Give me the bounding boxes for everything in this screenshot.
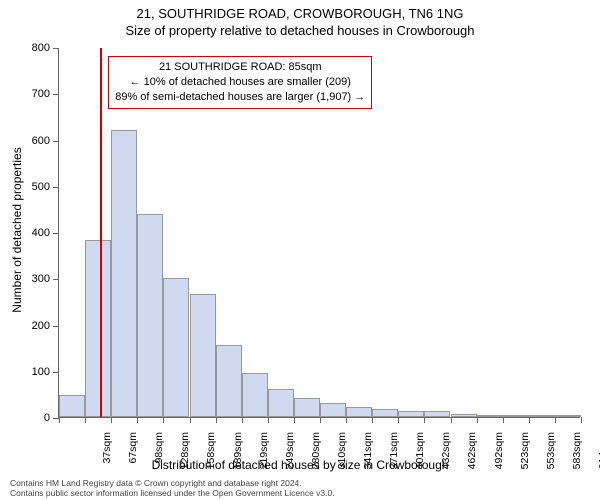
x-tick bbox=[503, 417, 504, 423]
y-tick-label: 100 bbox=[10, 366, 50, 378]
y-tick-label: 500 bbox=[10, 181, 50, 193]
x-tick bbox=[477, 417, 478, 423]
y-tick-label: 300 bbox=[10, 273, 50, 285]
x-tick-label: 219sqm bbox=[258, 432, 270, 482]
annotation-line1: 21 SOUTHRIDGE ROAD: 85sqm bbox=[115, 60, 365, 75]
footer-line1: Contains HM Land Registry data © Crown c… bbox=[10, 478, 600, 488]
x-tick-label: 67sqm bbox=[127, 432, 139, 482]
property-marker-line bbox=[100, 48, 102, 417]
footer-line2: Contains public sector information licen… bbox=[10, 488, 600, 498]
histogram-bar bbox=[477, 415, 503, 417]
x-tick bbox=[320, 417, 321, 423]
x-tick bbox=[242, 417, 243, 423]
x-tick-label: 371sqm bbox=[388, 432, 400, 482]
x-tick-label: 492sqm bbox=[493, 432, 505, 482]
x-tick-label: 341sqm bbox=[362, 432, 374, 482]
x-tick-label: 249sqm bbox=[284, 432, 296, 482]
x-tick-label: 310sqm bbox=[336, 432, 348, 482]
x-tick bbox=[111, 417, 112, 423]
annotation-line3: 89% of semi-detached houses are larger (… bbox=[115, 90, 365, 105]
x-tick-label: 553sqm bbox=[545, 432, 557, 482]
x-tick bbox=[346, 417, 347, 423]
histogram-bar bbox=[372, 409, 398, 417]
y-tick-label: 200 bbox=[10, 320, 50, 332]
x-tick-label: 189sqm bbox=[232, 432, 244, 482]
histogram-bar bbox=[137, 214, 163, 418]
x-axis-label: Distribution of detached houses by size … bbox=[0, 458, 600, 472]
y-tick-label: 400 bbox=[10, 227, 50, 239]
histogram-bar bbox=[294, 398, 320, 417]
y-tick bbox=[53, 233, 59, 234]
y-tick-label: 700 bbox=[10, 88, 50, 100]
y-tick-label: 0 bbox=[10, 412, 50, 424]
histogram-bar bbox=[398, 411, 424, 417]
x-tick bbox=[294, 417, 295, 423]
histogram-bar bbox=[451, 414, 477, 417]
chart-container: 21, SOUTHRIDGE ROAD, CROWBOROUGH, TN6 1N… bbox=[0, 0, 600, 500]
histogram-bar bbox=[320, 403, 346, 417]
x-tick bbox=[216, 417, 217, 423]
plot-area: 010020030040050060070080037sqm67sqm98sqm… bbox=[58, 48, 580, 418]
histogram-bar bbox=[85, 240, 111, 417]
x-tick bbox=[398, 417, 399, 423]
plot-area-wrap: 010020030040050060070080037sqm67sqm98sqm… bbox=[58, 48, 580, 418]
x-tick bbox=[555, 417, 556, 423]
chart-title-line2: Size of property relative to detached ho… bbox=[0, 21, 600, 38]
histogram-bar bbox=[503, 415, 529, 417]
x-tick-label: 401sqm bbox=[414, 432, 426, 482]
y-tick-label: 600 bbox=[10, 135, 50, 147]
y-tick bbox=[53, 279, 59, 280]
attribution-footer: Contains HM Land Registry data © Crown c… bbox=[0, 478, 600, 498]
x-tick-label: 432sqm bbox=[440, 432, 452, 482]
y-tick bbox=[53, 187, 59, 188]
x-tick bbox=[268, 417, 269, 423]
x-tick bbox=[190, 417, 191, 423]
histogram-bar bbox=[190, 294, 216, 417]
x-tick bbox=[424, 417, 425, 423]
y-tick bbox=[53, 48, 59, 49]
histogram-bar bbox=[163, 278, 189, 417]
x-tick-label: 37sqm bbox=[101, 432, 113, 482]
histogram-bar bbox=[216, 345, 242, 417]
histogram-bar bbox=[346, 407, 372, 417]
histogram-bar bbox=[59, 395, 85, 417]
x-tick bbox=[163, 417, 164, 423]
x-tick-label: 280sqm bbox=[310, 432, 322, 482]
histogram-bar bbox=[424, 411, 450, 417]
x-tick-label: 523sqm bbox=[519, 432, 531, 482]
annotation-line2: ← 10% of detached houses are smaller (20… bbox=[115, 75, 365, 90]
annotation-box: 21 SOUTHRIDGE ROAD: 85sqm← 10% of detach… bbox=[108, 56, 372, 109]
x-tick bbox=[372, 417, 373, 423]
x-tick-label: 128sqm bbox=[179, 432, 191, 482]
histogram-bar bbox=[268, 389, 294, 417]
x-tick-label: 462sqm bbox=[466, 432, 478, 482]
x-tick-label: 583sqm bbox=[571, 432, 583, 482]
histogram-bar bbox=[111, 130, 137, 417]
histogram-bar bbox=[529, 415, 555, 417]
x-tick bbox=[59, 417, 60, 423]
chart-title-line1: 21, SOUTHRIDGE ROAD, CROWBOROUGH, TN6 1N… bbox=[0, 0, 600, 21]
histogram-bar bbox=[555, 415, 581, 417]
x-tick-label: 158sqm bbox=[205, 432, 217, 482]
x-tick bbox=[529, 417, 530, 423]
x-tick bbox=[137, 417, 138, 423]
y-tick bbox=[53, 141, 59, 142]
y-tick bbox=[53, 94, 59, 95]
y-tick bbox=[53, 326, 59, 327]
x-tick bbox=[581, 417, 582, 423]
x-tick bbox=[451, 417, 452, 423]
histogram-bar bbox=[242, 373, 268, 417]
x-tick bbox=[85, 417, 86, 423]
y-tick-label: 800 bbox=[10, 42, 50, 54]
y-tick bbox=[53, 372, 59, 373]
x-tick-label: 98sqm bbox=[153, 432, 165, 482]
